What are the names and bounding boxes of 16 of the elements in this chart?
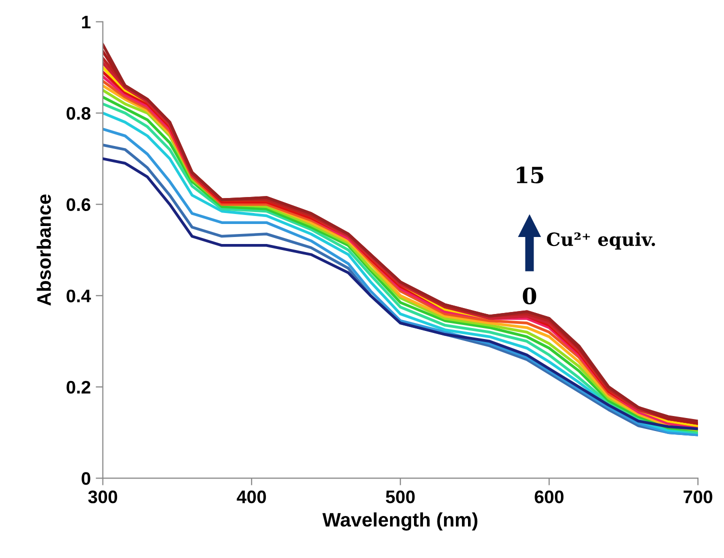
x-tick-label: 300 [88, 490, 118, 504]
annotation: 0 [522, 288, 536, 304]
y-tick-label: 0.4 [66, 290, 91, 302]
annotation: Cu²⁺ equiv. [546, 232, 656, 250]
x-tick-label: 400 [236, 490, 266, 504]
y-tick-label: 0.8 [66, 106, 90, 120]
x-tick-label: 700 [684, 490, 712, 504]
y-tick-label: 0 [82, 472, 90, 485]
x-tick-label: 600 [534, 490, 564, 504]
y-axis-title: Absorbance [36, 194, 51, 306]
x-axis-title: Wavelength (nm) [322, 512, 478, 531]
annotation: 15 [516, 166, 544, 184]
y-tick-label: 1 [82, 16, 90, 28]
x-tick-label: 500 [386, 490, 415, 504]
y-tick-label: 0.6 [66, 198, 90, 212]
y-tick-label: 0.2 [66, 380, 90, 394]
